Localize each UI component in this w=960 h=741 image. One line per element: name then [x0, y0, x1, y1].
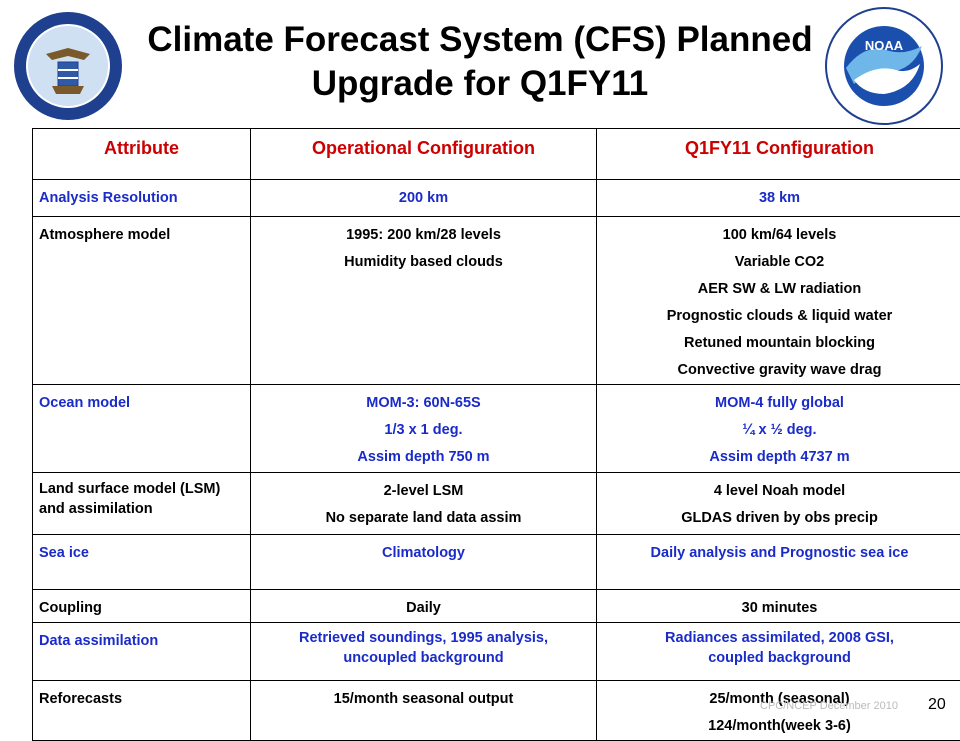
row-q1fy11: 100 km/64 levels Variable CO2 AER SW & L…	[597, 217, 960, 385]
cell-line: Climatology	[257, 540, 590, 567]
noaa-logo-icon: NOAA	[824, 6, 944, 126]
row-attribute: Reforecasts	[33, 681, 251, 741]
cell-line: MOM-4 fully global	[603, 390, 956, 417]
cell-line: Assim depth 750 m	[257, 444, 590, 471]
row-q1fy11: Daily analysis and Prognostic sea ice	[597, 535, 960, 590]
cell-line: Retrieved soundings, 1995 analysis,	[257, 628, 590, 648]
slide-title: Climate Forecast System (CFS) Planned Up…	[130, 18, 830, 106]
row-operational: Daily	[251, 590, 597, 623]
table-row: Coupling Daily 30 minutes	[33, 590, 960, 623]
row-q1fy11: 4 level Noah model GLDAS driven by obs p…	[597, 473, 960, 535]
row-operational: Retrieved soundings, 1995 analysis, unco…	[251, 623, 597, 681]
slide-title-line-1: Climate Forecast System (CFS) Planned	[130, 18, 830, 62]
table-row: Sea ice Climatology Daily analysis and P…	[33, 535, 960, 590]
cell-line: Retuned mountain blocking	[603, 330, 956, 357]
cell-line: 100 km/64 levels	[603, 222, 956, 249]
slide-header: Climate Forecast System (CFS) Planned Up…	[0, 0, 960, 125]
row-operational: 15/month seasonal output	[251, 681, 597, 741]
slide-title-line-2: Upgrade for Q1FY11	[130, 62, 830, 106]
cell-line: Prognostic clouds & liquid water	[603, 303, 956, 330]
department-of-commerce-seal-icon	[12, 10, 124, 122]
cell-line: Daily analysis and Prognostic sea ice	[603, 540, 956, 567]
header-attribute: Attribute	[33, 129, 251, 180]
row-operational: MOM-3: 60N-65S 1/3 x 1 deg. Assim depth …	[251, 385, 597, 473]
cell-line: MOM-3: 60N-65S	[257, 390, 590, 417]
cell-line: 38 km	[603, 185, 956, 212]
header-q1fy11: Q1FY11 Configuration	[597, 129, 960, 180]
cell-line: GLDAS driven by obs precip	[603, 505, 956, 532]
cell-line: 30 minutes	[603, 595, 956, 622]
row-operational: 2-level LSM No separate land data assim	[251, 473, 597, 535]
cell-line: ¼ x ½ deg.	[603, 417, 956, 444]
header-operational: Operational Configuration	[251, 129, 597, 180]
row-attribute: Ocean model	[33, 385, 251, 473]
cell-line: 15/month seasonal output	[257, 686, 590, 713]
row-operational: 1995: 200 km/28 levels Humidity based cl…	[251, 217, 597, 385]
row-q1fy11: Radiances assimilated, 2008 GSI, coupled…	[597, 623, 960, 681]
row-attribute: Atmosphere model	[33, 217, 251, 385]
cell-line: Variable CO2	[603, 249, 956, 276]
table-row: Ocean model MOM-3: 60N-65S 1/3 x 1 deg. …	[33, 385, 960, 473]
row-q1fy11: MOM-4 fully global ¼ x ½ deg. Assim dept…	[597, 385, 960, 473]
page-number: 20	[928, 696, 946, 714]
row-attribute: Coupling	[33, 590, 251, 623]
row-attribute: Sea ice	[33, 535, 251, 590]
cell-line: Daily	[257, 595, 590, 622]
cell-line: Humidity based clouds	[257, 249, 590, 276]
cell-line: Convective gravity wave drag	[603, 357, 956, 384]
row-attribute: Analysis Resolution	[33, 180, 251, 217]
cell-line: 1995: 200 km/28 levels	[257, 222, 590, 249]
table-row: Land surface model (LSM) and assimilatio…	[33, 473, 960, 535]
row-attribute: Land surface model (LSM) and assimilatio…	[33, 473, 251, 535]
cell-line: 124/month(week 3-6)	[603, 713, 956, 740]
table-header-row: Attribute Operational Configuration Q1FY…	[33, 129, 960, 180]
row-q1fy11: 38 km	[597, 180, 960, 217]
cell-line: No separate land data assim	[257, 505, 590, 532]
cell-line: 1/3 x 1 deg.	[257, 417, 590, 444]
cell-line: coupled background	[603, 648, 956, 668]
cell-line: 2-level LSM	[257, 478, 590, 505]
row-attribute: Data assimilation	[33, 623, 251, 681]
cfs-comparison-table: Attribute Operational Configuration Q1FY…	[32, 128, 960, 741]
cell-line: Assim depth 4737 m	[603, 444, 956, 471]
table-row: Atmosphere model 1995: 200 km/28 levels …	[33, 217, 960, 385]
footer-note: CPC/NCEP December 2010	[760, 700, 898, 712]
table-row: Analysis Resolution 200 km 38 km	[33, 180, 960, 217]
cell-line: 4 level Noah model	[603, 478, 956, 505]
row-operational: 200 km	[251, 180, 597, 217]
cell-line: 200 km	[257, 185, 590, 212]
table-row: Data assimilation Retrieved soundings, 1…	[33, 623, 960, 681]
row-q1fy11: 30 minutes	[597, 590, 960, 623]
cell-line: AER SW & LW radiation	[603, 276, 956, 303]
cell-line: Radiances assimilated, 2008 GSI,	[603, 628, 956, 648]
cell-line: uncoupled background	[257, 648, 590, 668]
svg-text:NOAA: NOAA	[865, 38, 904, 53]
row-operational: Climatology	[251, 535, 597, 590]
